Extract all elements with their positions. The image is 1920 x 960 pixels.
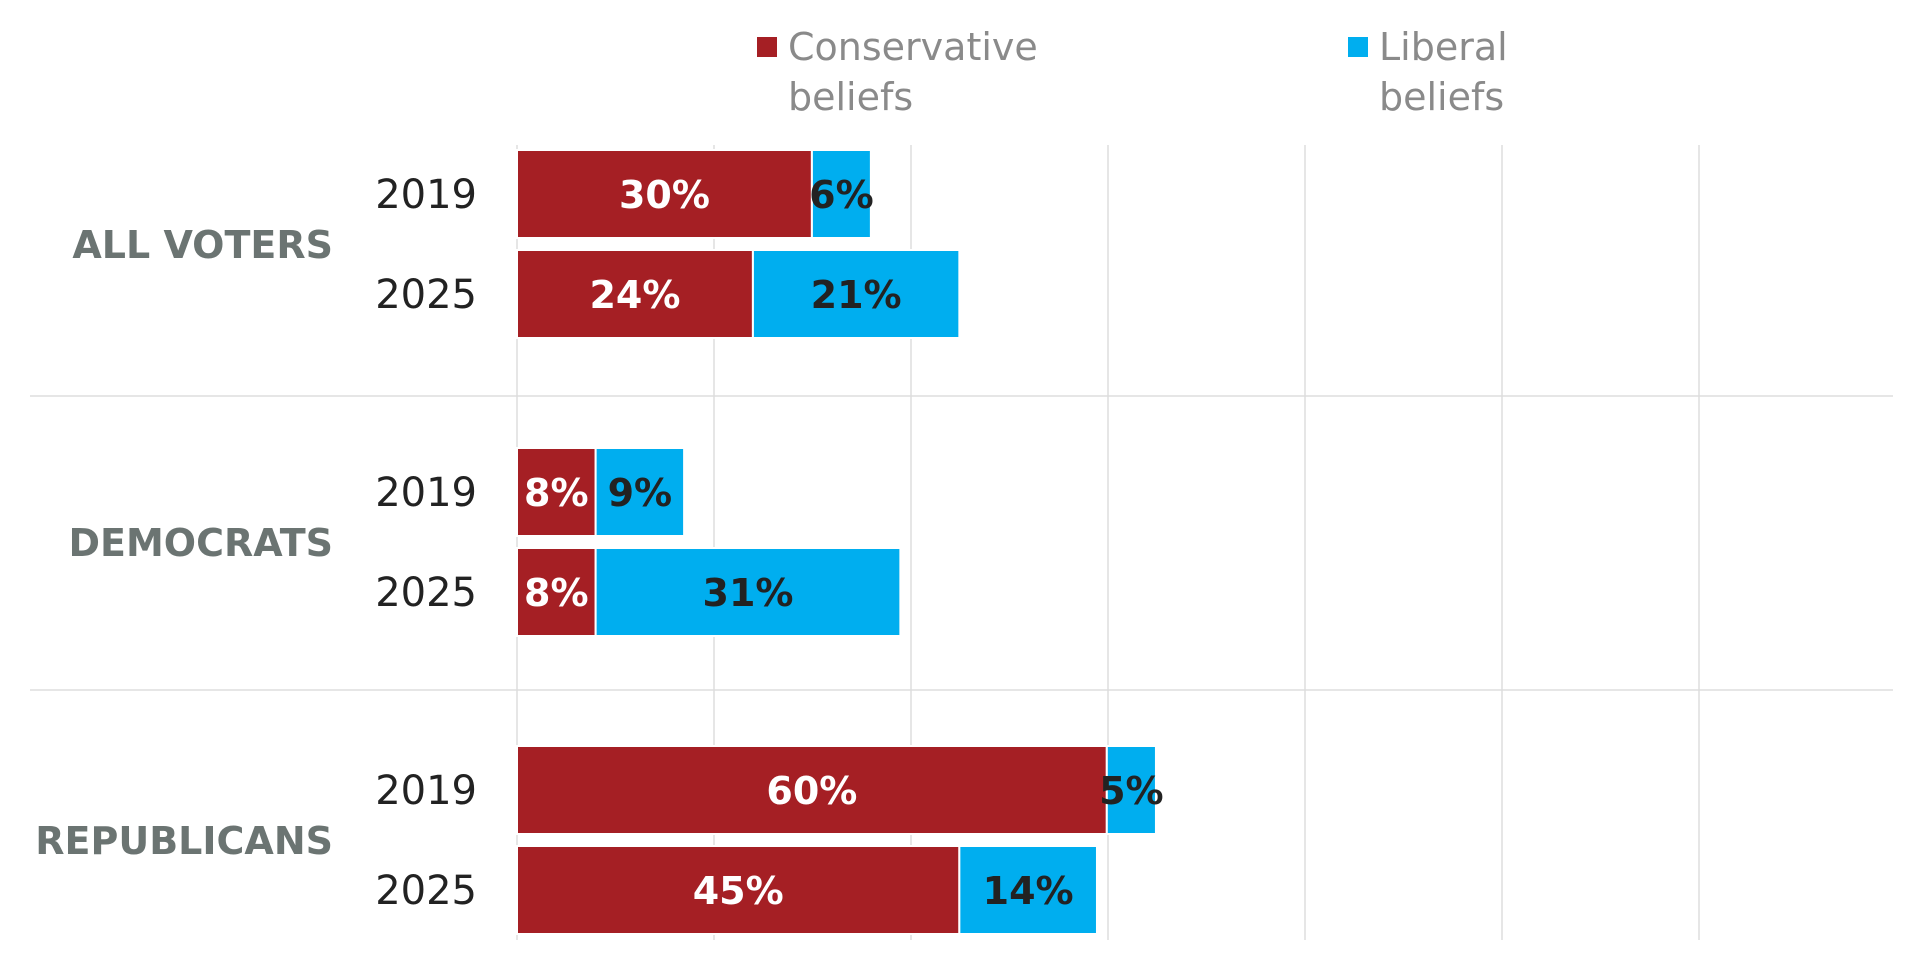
legend-swatch-liberal (1348, 37, 1368, 57)
bar-liberal (810, 149, 872, 239)
bar-conservative (516, 745, 1108, 835)
data-label: 8% (524, 471, 589, 515)
bar-conservative (516, 447, 597, 537)
data-label: 30% (619, 173, 710, 217)
data-label: 45% (693, 869, 784, 913)
year-label: 2019 (375, 172, 477, 218)
data-label: 5% (1099, 769, 1164, 813)
bar-liberal (751, 249, 961, 339)
group-label: DEMOCRATS (68, 521, 333, 565)
data-label: 31% (703, 571, 794, 615)
legend-label-liberal: Liberal beliefs (1379, 25, 1508, 119)
data-label: 8% (524, 571, 589, 615)
bar-liberal (594, 547, 902, 637)
bar-liberal (594, 447, 686, 537)
group-label: ALL VOTERS (72, 223, 333, 267)
bar-conservative (516, 149, 813, 239)
bar-liberal (1105, 745, 1157, 835)
bar-conservative (516, 845, 961, 935)
bar-conservative (516, 547, 597, 637)
group-label: REPUBLICANS (35, 819, 333, 863)
legend-swatch-conservative (757, 37, 777, 57)
year-label: 2019 (375, 470, 477, 516)
data-label: 24% (589, 273, 680, 317)
bar-liberal (958, 845, 1098, 935)
data-label: 60% (766, 769, 857, 813)
legend-item-conservative: Conservative beliefs (757, 22, 1038, 122)
legend-item-liberal: Liberal beliefs (1348, 22, 1508, 122)
year-label: 2025 (375, 570, 477, 616)
year-label: 2025 (375, 868, 477, 914)
year-label: 2025 (375, 272, 477, 318)
data-label: 9% (608, 471, 673, 515)
year-label: 2019 (375, 768, 477, 814)
data-label: 14% (983, 869, 1074, 913)
legend-label-conservative: Conservative beliefs (788, 25, 1038, 119)
data-label: 21% (811, 273, 902, 317)
data-label: 6% (809, 173, 874, 217)
